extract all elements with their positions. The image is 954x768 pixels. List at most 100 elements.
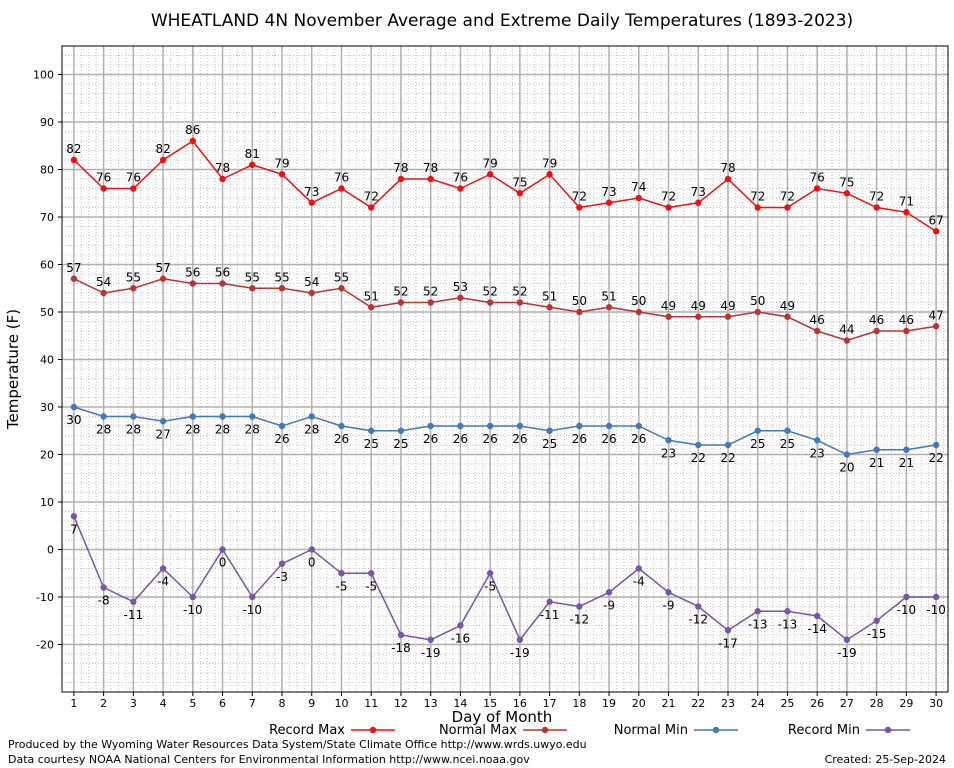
- y-tick-label: 0: [47, 544, 54, 557]
- normal-min-data-label: 26: [453, 432, 468, 446]
- normal-max-point: [605, 304, 613, 311]
- x-tick-label: 13: [424, 697, 438, 710]
- record-min-data-label: -5: [484, 579, 496, 593]
- normal-max-data-label: 46: [810, 313, 825, 327]
- normal-min-data-label: 22: [720, 451, 735, 465]
- record-max-point: [754, 204, 761, 211]
- normal-min-point: [397, 427, 405, 434]
- x-tick-label: 23: [721, 697, 735, 710]
- normal-min-data-label: 21: [869, 456, 884, 470]
- record-min-point: [189, 593, 197, 601]
- normal-max-point: [635, 308, 642, 316]
- record-max-data-label: 73: [601, 185, 616, 199]
- record-max-point: [100, 185, 107, 192]
- record-min-point: [605, 589, 613, 596]
- legend-label-record-max: Record Max: [269, 723, 345, 738]
- normal-min-point: [754, 427, 761, 434]
- x-tick-label: 9: [308, 697, 315, 710]
- legend-swatch-marker: [884, 726, 892, 734]
- normal-min-data-label: 23: [661, 446, 676, 460]
- normal-min-data-label: 28: [126, 423, 141, 437]
- record-min-point: [457, 622, 464, 629]
- legend-swatch-marker: [712, 726, 720, 734]
- normal-max-data-label: 52: [423, 285, 438, 299]
- normal-min-point: [130, 413, 137, 420]
- normal-min-data-label: 26: [274, 432, 289, 446]
- created-date: Created: 25-Sep-2024: [825, 753, 946, 766]
- record-max-point: [843, 190, 851, 197]
- record-min-point: [843, 636, 851, 643]
- normal-min-point: [516, 422, 524, 430]
- normal-max-data-label: 52: [512, 285, 527, 299]
- record-max-point: [903, 209, 910, 216]
- normal-max-point: [249, 285, 256, 292]
- record-min-data-label: -9: [603, 598, 615, 612]
- x-tick-label: 10: [334, 697, 348, 710]
- record-max-point: [308, 199, 315, 206]
- normal-max-data-label: 49: [720, 299, 735, 313]
- record-max-point: [219, 175, 226, 183]
- record-max-data-label: 78: [423, 161, 438, 175]
- normal-min-point: [546, 427, 553, 434]
- record-min-data-label: -19: [837, 646, 857, 660]
- y-tick-label: 90: [40, 116, 54, 129]
- normal-min-point: [486, 422, 494, 430]
- record-max-point: [724, 175, 732, 183]
- record-max-data-label: 78: [215, 161, 230, 175]
- normal-min-point: [576, 422, 583, 430]
- record-max-data-label: 82: [155, 142, 170, 156]
- normal-min-data-label: 26: [631, 432, 646, 446]
- record-max-data-label: 79: [274, 156, 289, 170]
- record-min-point: [784, 608, 791, 615]
- record-max-data-label: 86: [185, 123, 200, 137]
- normal-max-point: [843, 337, 851, 344]
- record-min-data-label: -4: [157, 575, 169, 589]
- normal-max-point: [576, 308, 583, 316]
- record-min-data-label: -13: [748, 617, 768, 631]
- x-tick-label: 20: [632, 697, 646, 710]
- x-tick-label: 3: [130, 697, 137, 710]
- record-min-point: [546, 598, 553, 605]
- normal-max-point: [516, 299, 524, 306]
- record-min-point: [70, 513, 78, 520]
- normal-max-data-label: 56: [215, 266, 230, 280]
- normal-min-point: [873, 446, 880, 453]
- legend-label-normal-min: Normal Min: [614, 723, 688, 738]
- normal-min-data-label: 26: [601, 432, 616, 446]
- record-min-point: [724, 627, 732, 634]
- legend: Record Max Normal Max Normal Min Record Min: [269, 723, 910, 738]
- record-min-data-label: 7: [70, 522, 78, 536]
- x-tick-label: 18: [572, 697, 586, 710]
- record-max-point: [695, 199, 702, 206]
- record-max-point: [605, 199, 613, 206]
- normal-min-point: [159, 418, 167, 425]
- record-max-point: [189, 137, 197, 145]
- normal-max-point: [754, 308, 761, 316]
- plot-frame: [61, 45, 949, 693]
- record-max-point: [130, 185, 137, 192]
- normal-max-data-label: 46: [869, 313, 884, 327]
- record-min-point: [308, 546, 315, 553]
- normal-max-data-label: 55: [334, 270, 349, 284]
- record-min-data-label: -8: [98, 594, 110, 608]
- normal-max-data-label: 49: [780, 299, 795, 313]
- x-tick-label: 26: [810, 697, 824, 710]
- record-max-data-label: 76: [334, 171, 349, 185]
- normal-min-point: [605, 422, 613, 430]
- normal-min-data-label: 26: [512, 432, 527, 446]
- normal-max-point: [159, 275, 167, 282]
- normal-max-data-label: 51: [364, 289, 379, 303]
- normal-min-point: [249, 413, 256, 420]
- record-max-data-label: 76: [96, 171, 111, 185]
- record-min-point: [665, 589, 672, 596]
- normal-min-data-label: 26: [334, 432, 349, 446]
- x-tick-label: 19: [602, 697, 616, 710]
- normal-max-data-label: 54: [304, 275, 319, 289]
- record-max-data-label: 71: [899, 194, 914, 208]
- normal-max-point: [70, 275, 78, 282]
- record-min-point: [754, 608, 761, 615]
- normal-min-point: [903, 446, 910, 453]
- normal-min-point: [219, 413, 226, 420]
